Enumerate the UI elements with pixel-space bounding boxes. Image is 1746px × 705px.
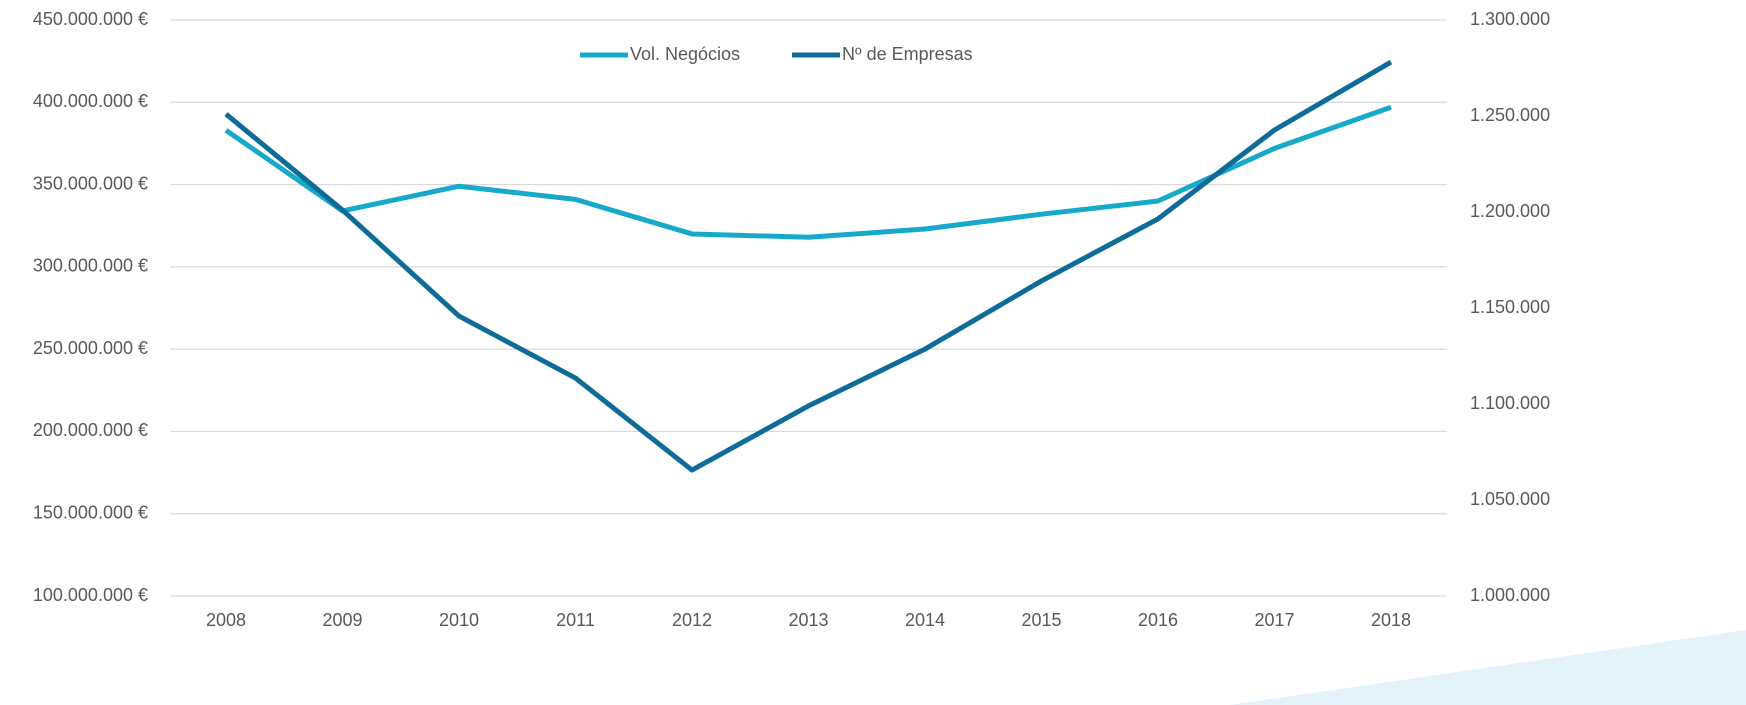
y2-tick-label: 1.000.000: [1470, 585, 1550, 605]
x-tick-label: 2014: [905, 610, 945, 630]
y2-tick-label: 1.100.000: [1470, 393, 1550, 413]
y-tick-label: 450.000.000 €: [33, 9, 148, 29]
x-tick-label: 2011: [556, 610, 595, 630]
x-tick-label: 2017: [1254, 610, 1294, 630]
x-tick-label: 2013: [788, 610, 828, 630]
series-line: [224, 59, 1393, 473]
y-tick-label: 250.000.000 €: [33, 338, 148, 358]
x-tick-label: 2009: [322, 610, 362, 630]
y-tick-label: 300.000.000 €: [33, 256, 148, 276]
y-tick-label: 150.000.000 €: [33, 502, 148, 522]
x-tick-label: 2018: [1371, 610, 1411, 630]
decoration: [1230, 630, 1746, 705]
y-tick-label: 200.000.000 €: [33, 420, 148, 440]
y2-tick-label: 1.200.000: [1470, 201, 1550, 221]
y2-tick-label: 1.250.000: [1470, 105, 1550, 125]
y2-tick-label: 1.050.000: [1470, 489, 1550, 509]
y-tick-label: 350.000.000 €: [33, 173, 148, 193]
x-tick-label: 2010: [439, 610, 479, 630]
legend-label: Vol. Negócios: [630, 44, 740, 64]
y-tick-label: 400.000.000 €: [33, 91, 148, 111]
y2-tick-label: 1.150.000: [1470, 297, 1550, 317]
legend-label: Nº de Empresas: [842, 44, 973, 64]
x-tick-label: 2015: [1021, 610, 1061, 630]
x-tick-label: 2008: [206, 610, 246, 630]
y-tick-label: 100.000.000 €: [33, 585, 148, 605]
x-tick-label: 2012: [672, 610, 712, 630]
y2-tick-label: 1.300.000: [1470, 9, 1550, 29]
series-line: [224, 104, 1392, 240]
x-tick-label: 2016: [1138, 610, 1178, 630]
